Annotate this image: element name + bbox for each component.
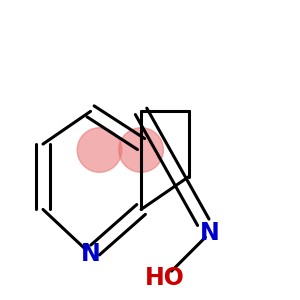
Text: N: N [81, 242, 100, 266]
Circle shape [119, 128, 164, 172]
Text: HO: HO [145, 266, 185, 290]
Text: N: N [200, 221, 219, 245]
Circle shape [77, 128, 122, 172]
